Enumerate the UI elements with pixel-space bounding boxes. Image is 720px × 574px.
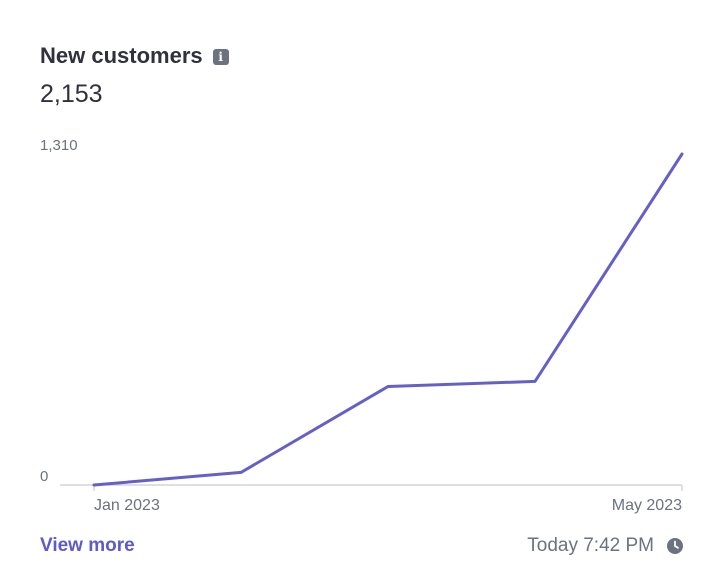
timestamp: Today 7:42 PM [527,535,654,556]
series-line [92,152,684,487]
clock-icon [667,538,683,554]
card-header: New customers i [40,42,229,70]
view-more-link[interactable]: View more [40,535,135,556]
x-tick-label: May 2023 [612,497,682,514]
total-value: 2,153 [40,80,103,108]
y-tick-label: 1,310 [40,137,78,154]
info-icon[interactable]: i [212,48,229,65]
timestamp-row: Today 7:42 PM [527,534,684,558]
card-title: New customers [40,43,203,68]
x-tick-label: Jan 2023 [94,497,160,514]
y-tick-label: 0 [40,468,48,485]
